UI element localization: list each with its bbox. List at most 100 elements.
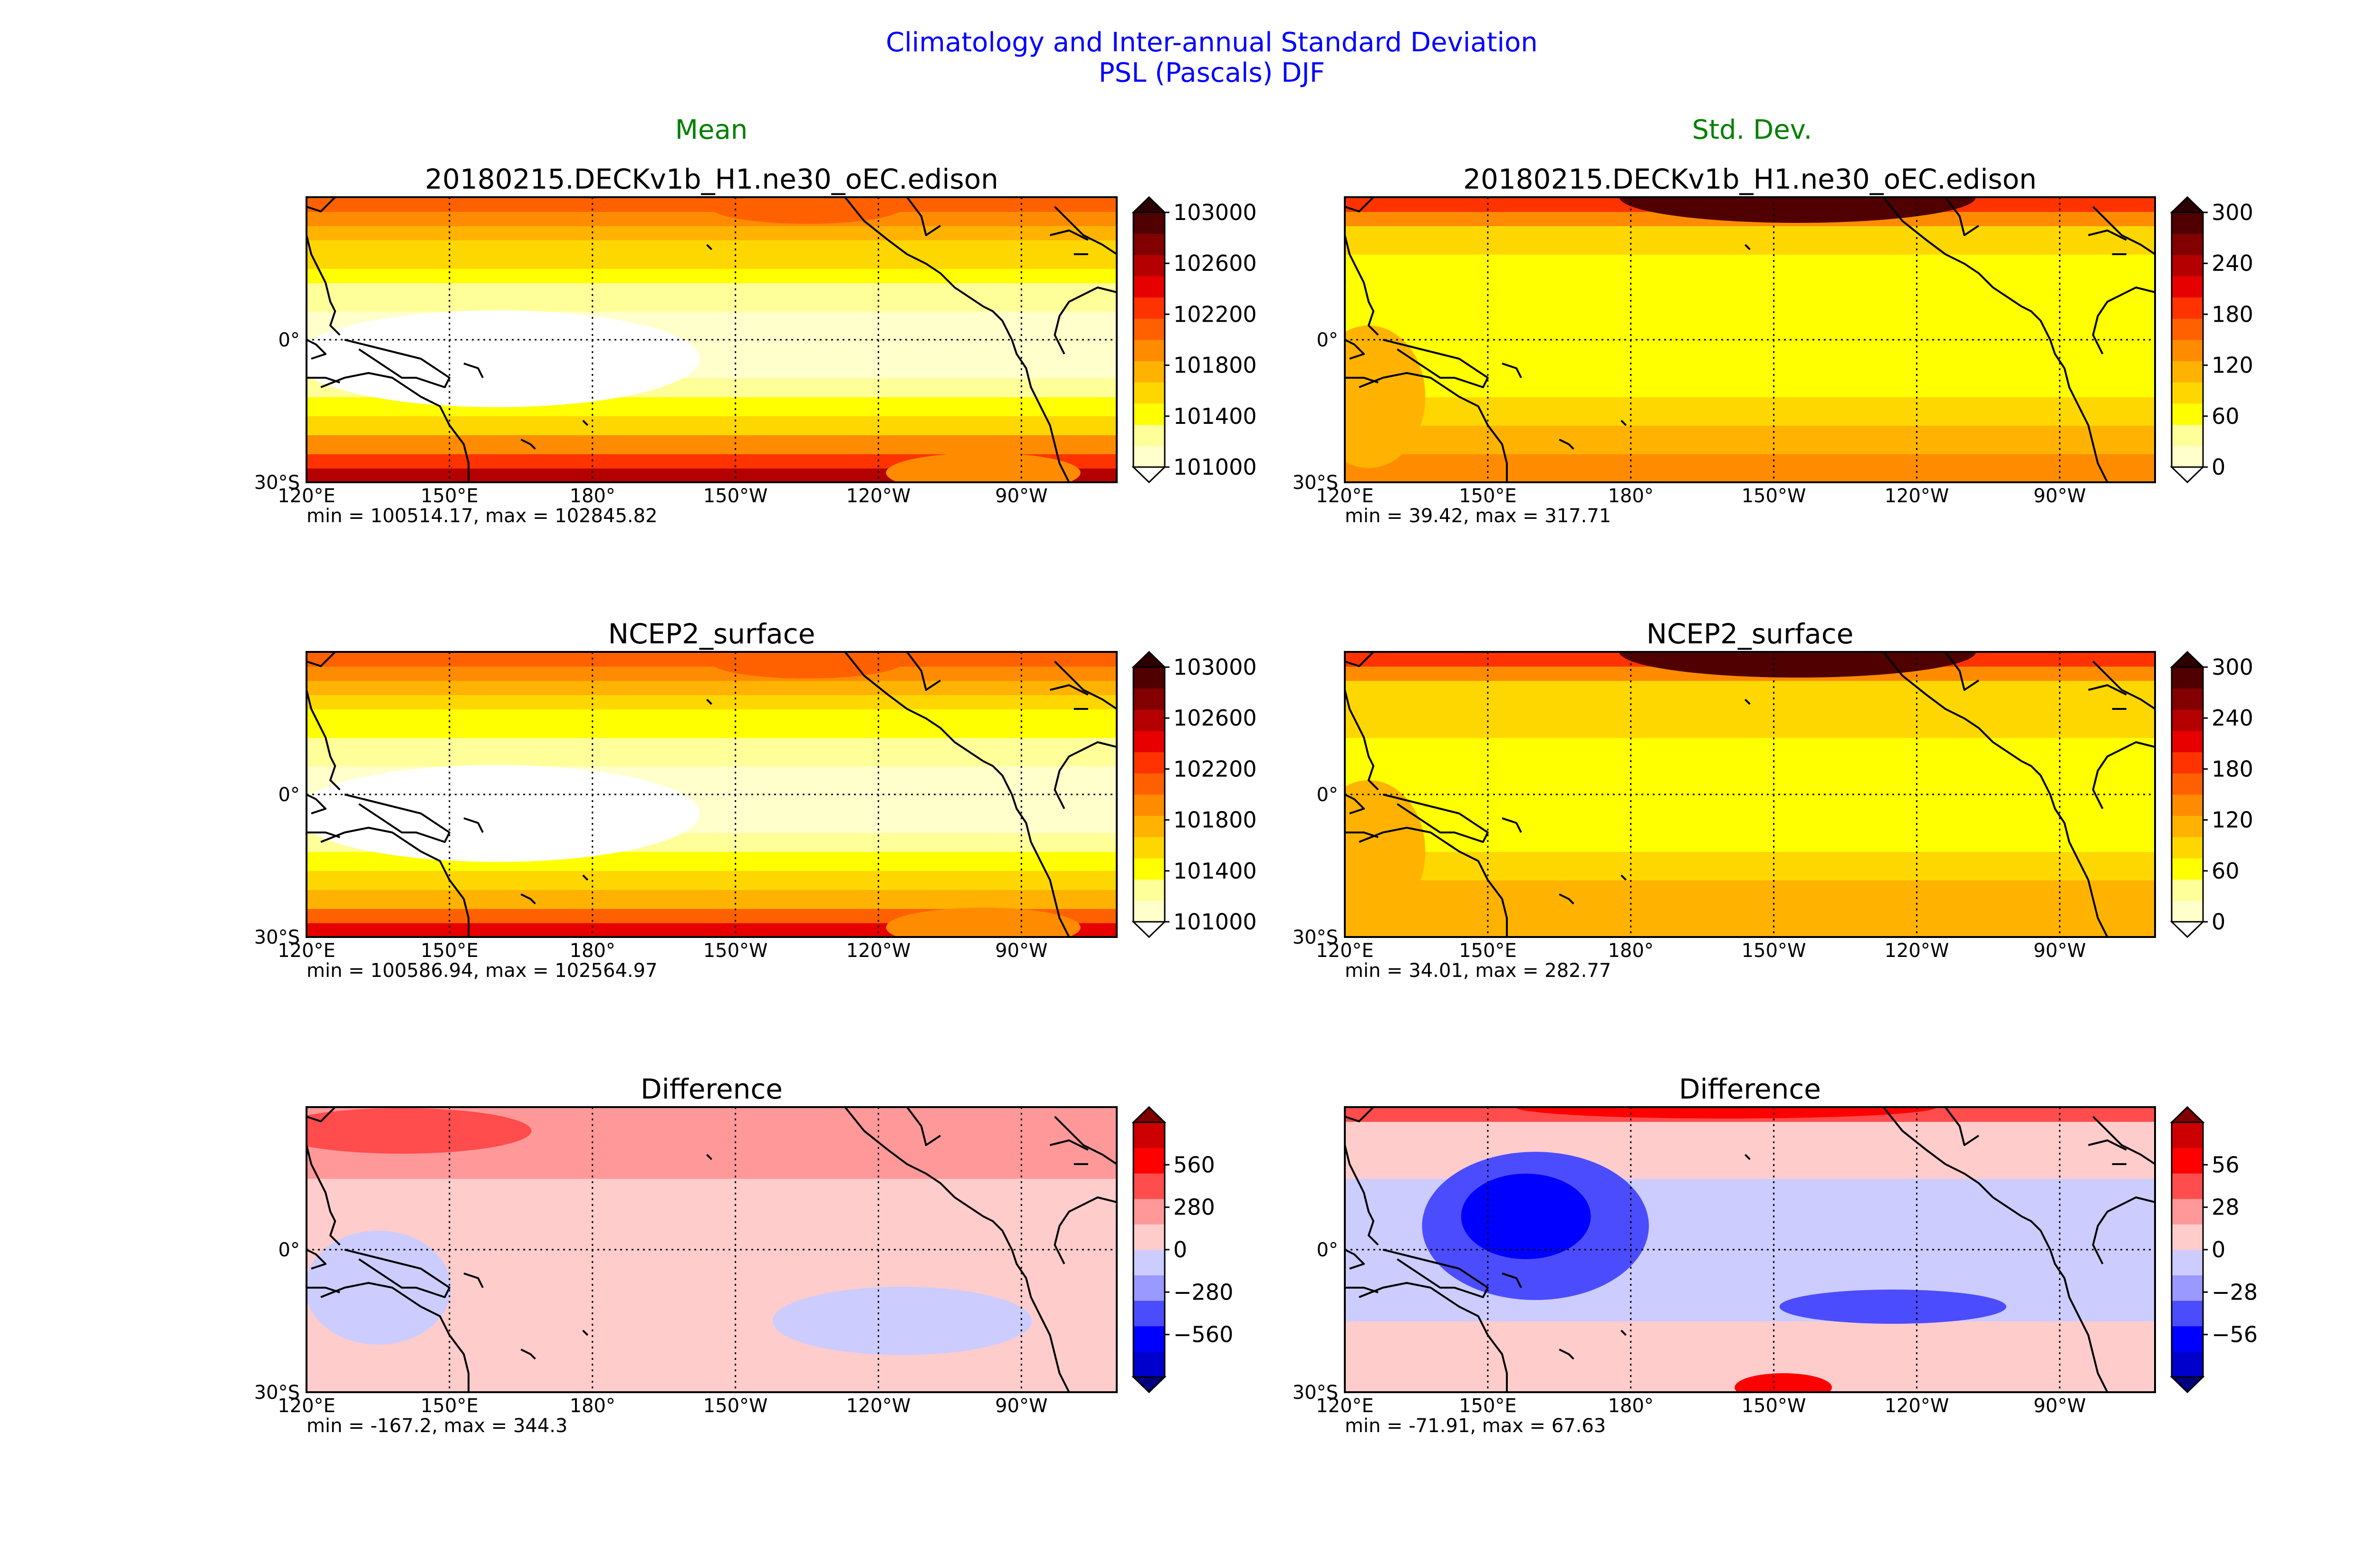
colorbar-segment	[1133, 361, 1165, 382]
colorbar-segment	[2172, 424, 2203, 446]
panel-3: NCEP2_surface 120°E 150°E 180° 150°W 120°W 90°…	[254, 618, 1257, 982]
x-tick-label: 180°	[570, 940, 615, 962]
colorbar-segment	[1133, 815, 1165, 837]
colorbar: 56 28 0 −28 −56	[2170, 1106, 2258, 1394]
coastline	[307, 1249, 327, 1270]
panel-title: NCEP2_surface	[608, 618, 815, 650]
colorbar: 300 240 180 120 60 0	[2170, 196, 2253, 484]
colorbar-segment	[2172, 361, 2203, 382]
coastline	[1345, 1249, 1365, 1270]
coastline	[1054, 206, 1117, 255]
coastline	[1054, 287, 1117, 354]
coastline	[1054, 741, 1117, 809]
x-tick-label: 120°W	[1885, 485, 1949, 507]
figure-title-line1: Climatology and Inter-annual Standard De…	[886, 27, 1538, 58]
coastline	[2092, 1116, 2155, 1165]
contour-band	[1345, 454, 2155, 482]
coastline	[1359, 827, 1508, 937]
map-frame	[1344, 196, 2156, 483]
contour-blob	[307, 765, 700, 862]
colorbar-segment	[1133, 276, 1165, 298]
coastline	[2088, 229, 2127, 241]
stats-label: min = 100514.17, max = 102845.82	[307, 505, 658, 527]
colorbar-tick-label: 102200	[1173, 756, 1257, 782]
colorbar-extend-min	[2170, 466, 2205, 484]
x-tick-label: 150°E	[1459, 1395, 1517, 1417]
contour-band	[1345, 254, 2155, 283]
colorbar-tick-label: −56	[2212, 1322, 2258, 1348]
x-tick-label: 180°	[570, 485, 615, 507]
colorbar-segment	[2172, 815, 2203, 837]
coastline	[582, 1329, 589, 1336]
coastline	[844, 652, 1070, 937]
coastline	[844, 197, 1070, 482]
coastline	[1744, 1154, 1751, 1160]
colorbar-segment	[2172, 1275, 2203, 1301]
colorbar-segment	[1133, 794, 1165, 816]
colorbar-segment	[2172, 382, 2203, 404]
coastline	[520, 1348, 536, 1360]
colorbar-segment	[2172, 255, 2203, 277]
colorbar-segment	[2172, 879, 2203, 901]
colorbar-tick-label: 102600	[1173, 250, 1257, 276]
colorbar-frame	[1132, 211, 1166, 468]
contour-band	[1345, 283, 2155, 312]
x-tick-label: 120°E	[278, 1395, 335, 1417]
contour-band	[1345, 340, 2155, 369]
contour-band	[1345, 680, 2155, 709]
y-tick-label: 30°S	[254, 472, 300, 494]
coastline	[1050, 229, 1089, 241]
colorbar-extend-max	[1131, 650, 1167, 668]
colorbar-frame	[2171, 211, 2204, 468]
coastline	[582, 420, 589, 426]
colorbar-segment	[2172, 403, 2203, 425]
coastline	[1345, 197, 1374, 212]
contour-field	[307, 652, 1117, 937]
colorbar-tick-label: 101800	[1173, 353, 1257, 378]
contour-band	[1345, 908, 2155, 937]
map-frame	[306, 1106, 1118, 1393]
contour-band	[307, 254, 1117, 269]
contour-blob	[1515, 1107, 1937, 1119]
coastline	[320, 827, 469, 937]
contour-band	[307, 226, 1117, 240]
contour-field	[307, 1107, 1117, 1392]
y-tick-label: 30°S	[1293, 1382, 1338, 1404]
x-tick-label: 120°E	[278, 940, 335, 962]
colorbar-tick-label: 180	[2212, 301, 2253, 327]
x-tick-label: 180°	[1608, 940, 1654, 962]
colorbar-extend-min	[1131, 921, 1167, 938]
coastline	[2088, 684, 2127, 696]
colorbar-tick-label: 101400	[1173, 858, 1257, 884]
coastline	[344, 794, 450, 843]
colorbar-segment	[1133, 233, 1165, 255]
contour-band	[307, 435, 1117, 454]
contour-band	[307, 752, 1117, 766]
colorbar-tick-label: 300	[2212, 654, 2253, 680]
x-tick-label: 90°W	[2033, 485, 2086, 507]
contour-blob	[1779, 1290, 2007, 1324]
contour-band	[307, 695, 1117, 709]
coastline	[307, 197, 336, 212]
x-tick-label: 120°E	[278, 485, 335, 507]
colorbar-segment	[2172, 297, 2203, 319]
x-tick-label: 90°W	[995, 940, 1047, 962]
colorbar-segment	[1133, 1173, 1165, 1199]
colorbar-segment	[1133, 1198, 1165, 1224]
colorbar-segment	[2172, 688, 2203, 710]
coastline	[2088, 1139, 2127, 1151]
colorbar-segment	[1133, 1300, 1165, 1327]
colorbar-tick-label: 28	[2212, 1195, 2240, 1220]
map-frame	[306, 651, 1118, 938]
coastline	[1620, 420, 1627, 426]
colorbar-tick-label: 0	[1173, 1237, 1187, 1262]
coastline	[1744, 698, 1751, 705]
colorbar-extend-max	[2170, 196, 2205, 213]
colorbar-segment	[1133, 1275, 1165, 1301]
contour-band	[307, 240, 1117, 255]
coastline	[1345, 1107, 1374, 1122]
colorbar-tick-label: 280	[1173, 1195, 1215, 1220]
colorbar-segment	[1133, 837, 1165, 859]
colorbar-segment	[2172, 1173, 2203, 1199]
coastline	[1359, 1282, 1508, 1392]
